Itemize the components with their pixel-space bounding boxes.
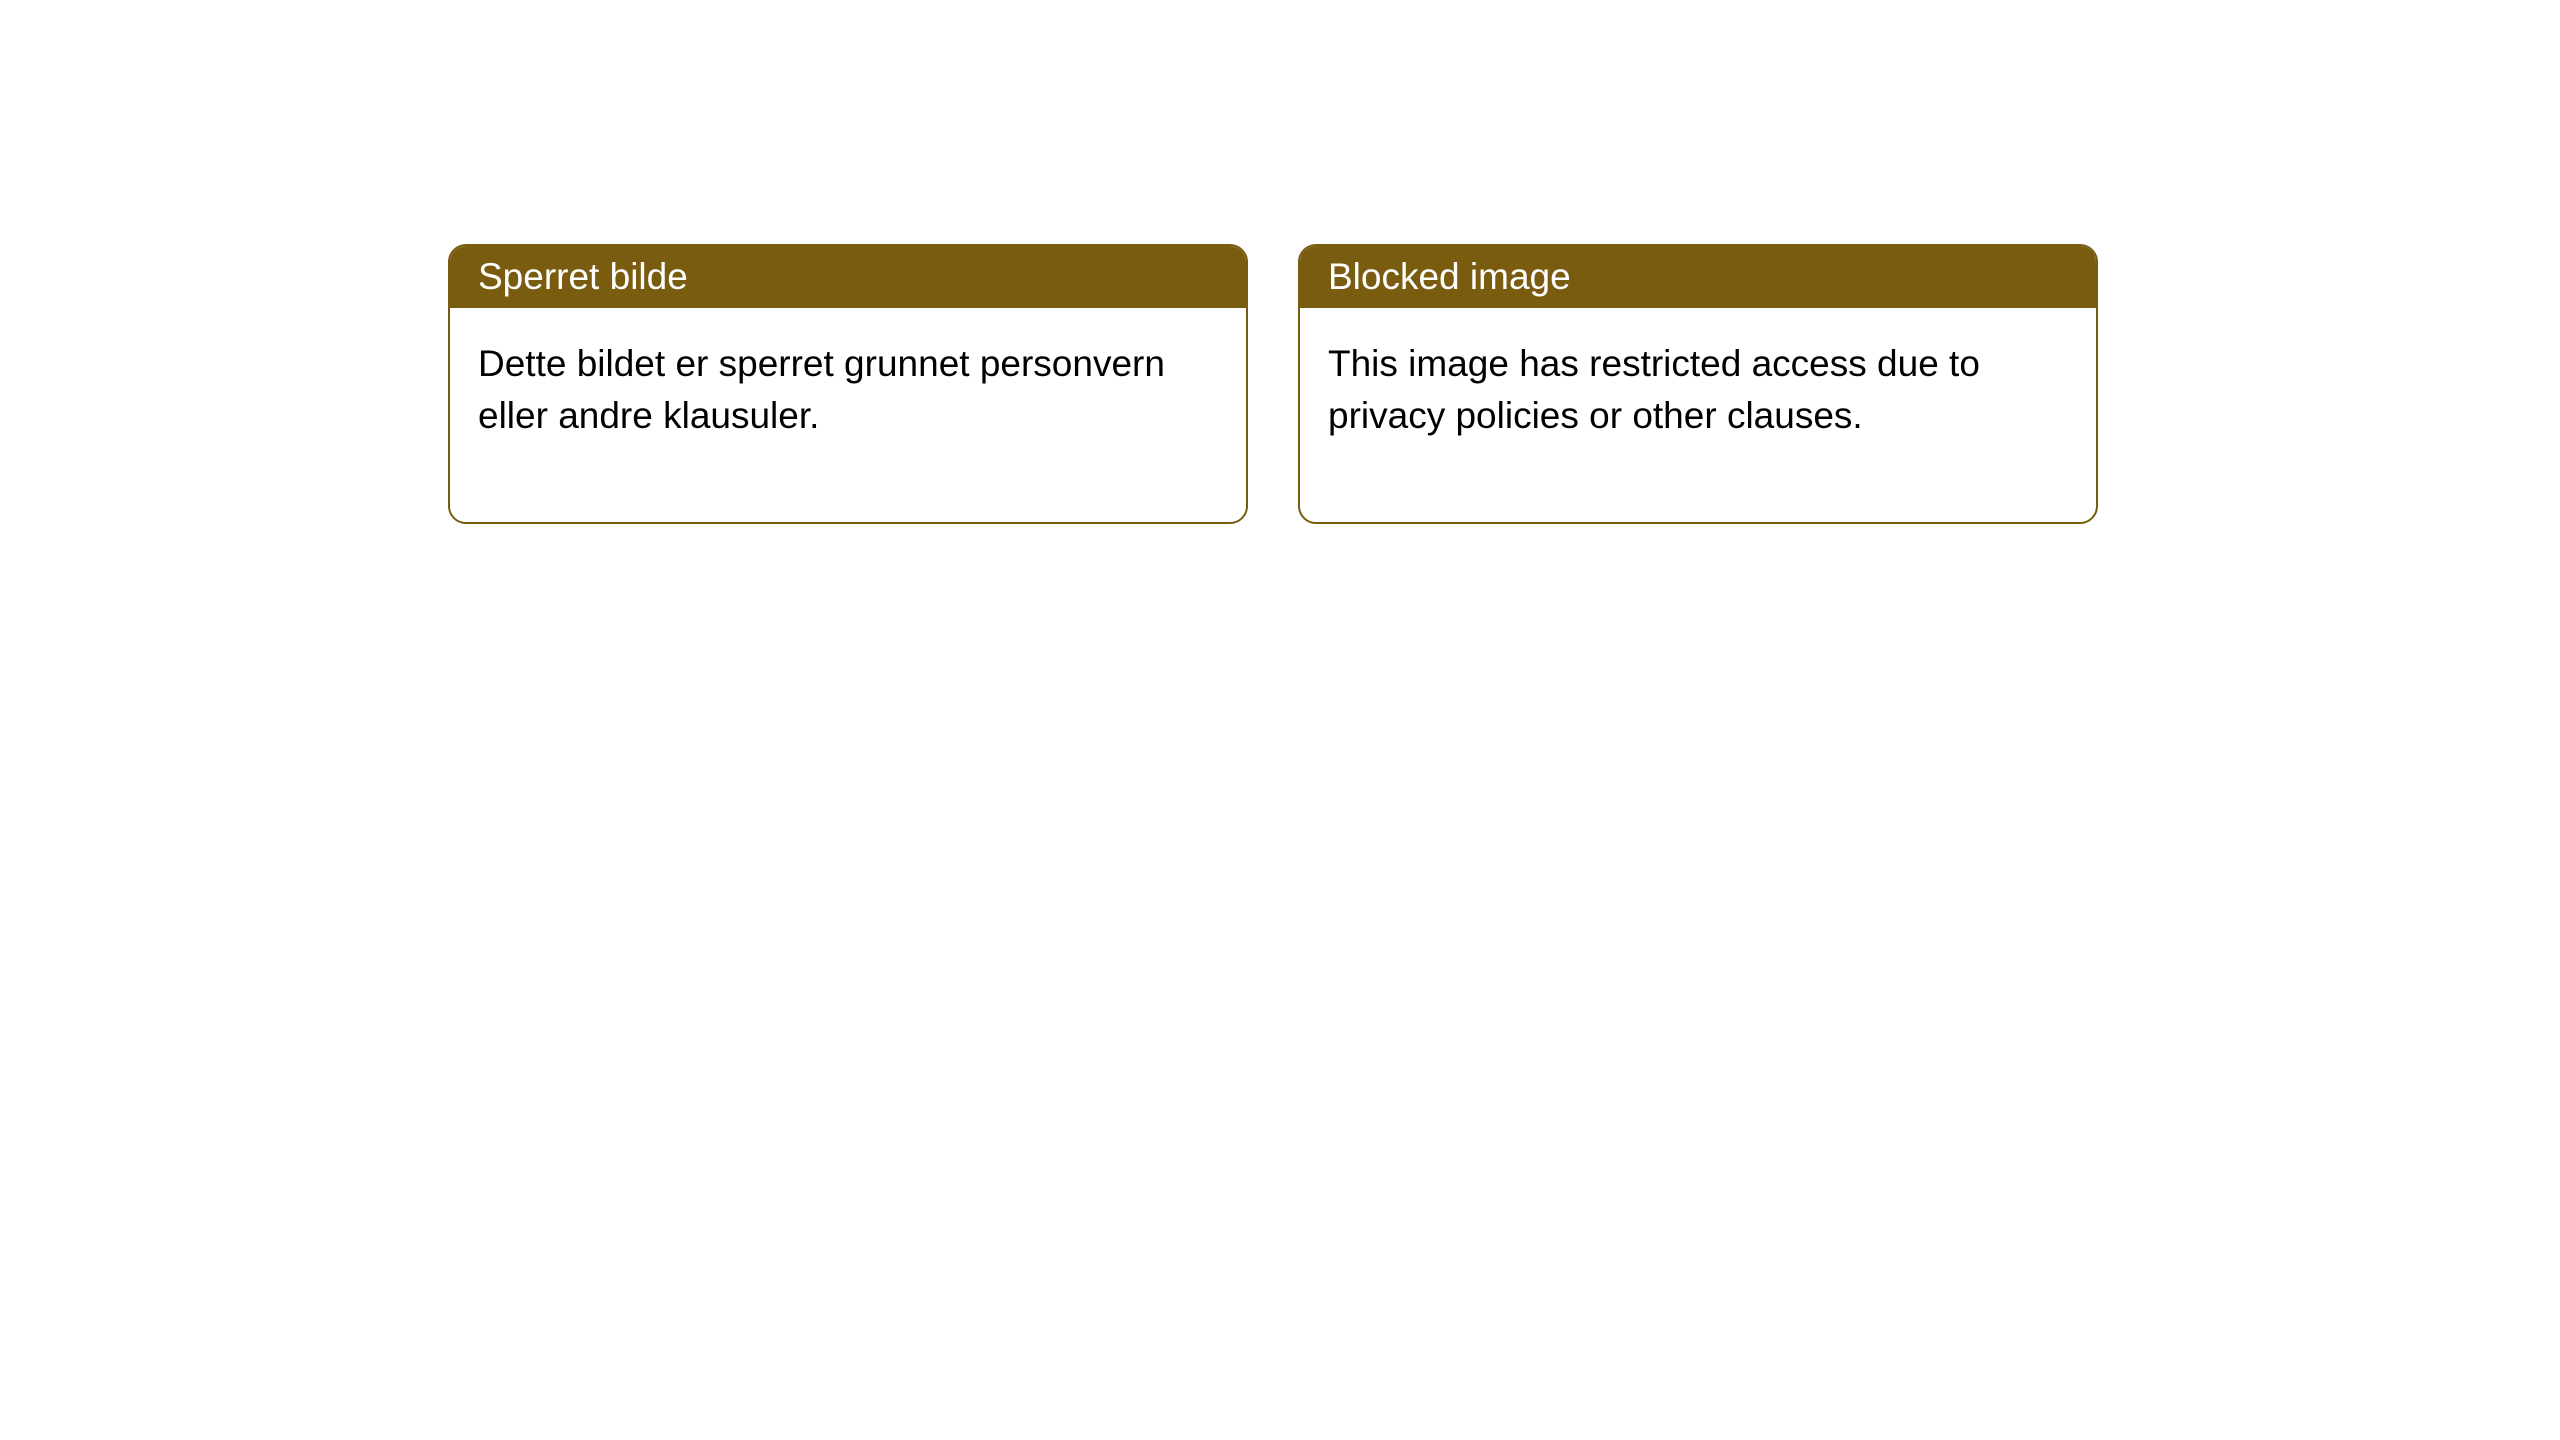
notice-title-english: Blocked image [1300,246,2096,308]
notice-title-norwegian: Sperret bilde [450,246,1246,308]
notice-card-norwegian: Sperret bilde Dette bildet er sperret gr… [448,244,1248,524]
notice-body-norwegian: Dette bildet er sperret grunnet personve… [450,308,1246,522]
notice-container: Sperret bilde Dette bildet er sperret gr… [448,244,2098,524]
notice-body-english: This image has restricted access due to … [1300,308,2096,522]
notice-card-english: Blocked image This image has restricted … [1298,244,2098,524]
